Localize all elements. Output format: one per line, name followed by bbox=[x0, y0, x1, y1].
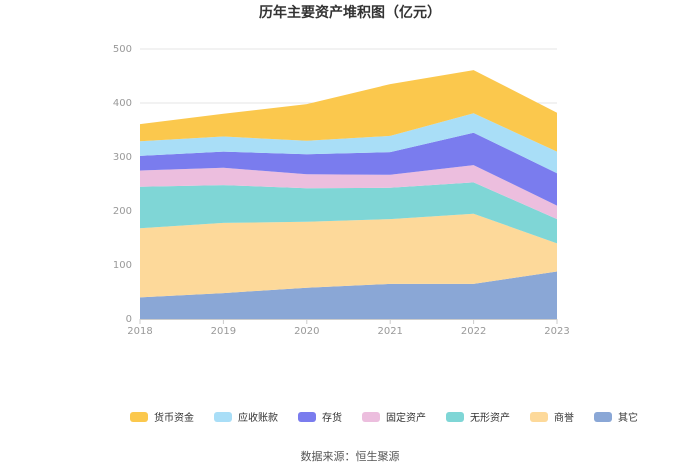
legend-swatch bbox=[594, 412, 612, 422]
legend-swatch bbox=[214, 412, 232, 422]
area-其它 bbox=[140, 271, 557, 319]
area-存货 bbox=[140, 132, 557, 206]
legend-label: 商誉 bbox=[554, 411, 574, 424]
area-商誉 bbox=[140, 213, 557, 298]
legend-label: 固定资产 bbox=[386, 411, 426, 424]
x-tick-label: 2022 bbox=[461, 326, 486, 337]
legend-item-应收账款[interactable]: 应收账款 bbox=[214, 411, 278, 424]
legend-label: 其它 bbox=[618, 411, 638, 424]
x-tick-label: 2023 bbox=[544, 326, 569, 337]
area-应收账款 bbox=[140, 113, 557, 174]
y-tick-label: 0 bbox=[126, 314, 132, 325]
y-tick-label: 300 bbox=[113, 152, 132, 163]
data-source: 数据来源：恒生聚源 bbox=[300, 450, 400, 463]
legend-item-固定资产[interactable]: 固定资产 bbox=[362, 411, 426, 424]
area-固定资产 bbox=[140, 165, 557, 220]
y-tick-label: 500 bbox=[113, 44, 132, 55]
legend: 货币资金 应收账款 存货 固定资产 无形资产 商誉 其它 bbox=[130, 411, 638, 424]
area-series bbox=[140, 70, 557, 319]
legend-label: 存货 bbox=[322, 411, 342, 424]
area-无形资产 bbox=[140, 182, 557, 244]
legend-swatch bbox=[530, 412, 548, 422]
legend-swatch bbox=[446, 412, 464, 422]
chart-title: 历年主要资产堆积图（亿元） bbox=[259, 4, 441, 21]
x-tick-label: 2019 bbox=[211, 326, 236, 337]
legend-label: 货币资金 bbox=[154, 411, 194, 424]
legend-item-商誉[interactable]: 商誉 bbox=[530, 411, 574, 424]
x-tick-label: 2018 bbox=[127, 326, 152, 337]
area-货币资金 bbox=[140, 70, 557, 152]
y-tick-label: 200 bbox=[113, 206, 132, 217]
legend-label: 应收账款 bbox=[238, 411, 278, 424]
legend-item-无形资产[interactable]: 无形资产 bbox=[446, 411, 510, 424]
legend-swatch bbox=[130, 412, 148, 422]
legend-item-存货[interactable]: 存货 bbox=[298, 411, 342, 424]
axes: 0 100 200 300 400 500 2018 2019 2020 2021 2022 2023 bbox=[113, 44, 570, 337]
x-tick-label: 2021 bbox=[377, 326, 402, 337]
legend-swatch bbox=[298, 412, 316, 422]
y-tick-label: 100 bbox=[113, 260, 132, 271]
legend-item-货币资金[interactable]: 货币资金 bbox=[130, 411, 194, 424]
legend-label: 无形资产 bbox=[470, 411, 510, 424]
x-tick-label: 2020 bbox=[294, 326, 319, 337]
legend-swatch bbox=[362, 412, 380, 422]
legend-item-其它[interactable]: 其它 bbox=[594, 411, 638, 424]
y-tick-label: 400 bbox=[113, 98, 132, 109]
